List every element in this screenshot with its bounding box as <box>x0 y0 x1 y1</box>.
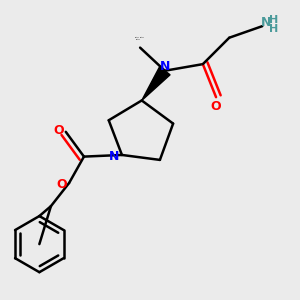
Text: O: O <box>211 100 221 113</box>
Text: H: H <box>269 25 278 34</box>
Polygon shape <box>142 67 170 100</box>
Text: methyl: methyl <box>140 37 145 38</box>
Text: methyl: methyl <box>136 39 141 40</box>
Text: O: O <box>56 178 67 190</box>
Text: methyl: methyl <box>135 37 140 38</box>
Text: O: O <box>54 124 64 137</box>
Text: N: N <box>109 150 119 163</box>
Text: N: N <box>160 60 170 73</box>
Text: H: H <box>269 15 278 25</box>
Text: N: N <box>260 16 271 29</box>
